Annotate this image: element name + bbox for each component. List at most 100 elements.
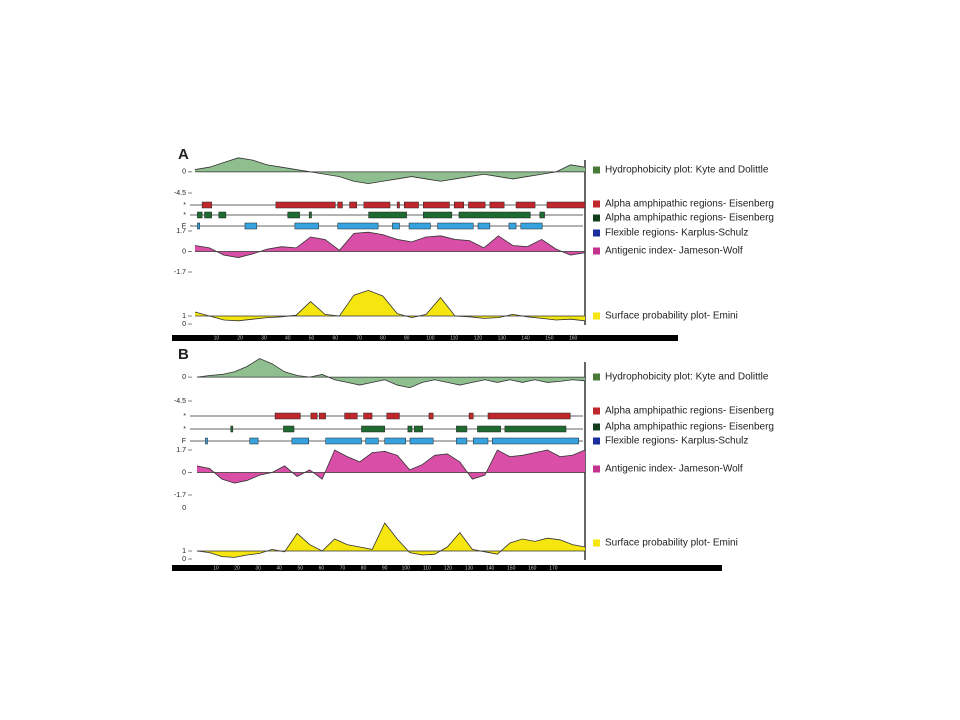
x-tick-label: 80 — [361, 565, 367, 571]
x-tick-label: 170 — [549, 565, 558, 571]
region-segment — [308, 211, 312, 219]
region-segment — [205, 437, 208, 445]
region-segment — [489, 201, 505, 209]
x-tick-label: 40 — [276, 565, 282, 571]
x-tick-label: 140 — [486, 565, 495, 571]
x-tick-label: 60 — [333, 335, 339, 341]
x-tick-label: 150 — [507, 565, 516, 571]
legend-swatch — [593, 312, 600, 320]
profile-fill — [195, 290, 585, 321]
region-segment — [218, 211, 227, 219]
region-segment — [230, 425, 234, 433]
y-tick-label: 1 — [182, 548, 186, 555]
region-segment — [504, 425, 567, 433]
y-tick-label: -1.7 — [174, 269, 186, 276]
legend-label: Hydrophobicity plot: Kyte and Dolittle — [605, 372, 769, 383]
region-segment — [361, 425, 385, 433]
x-tick-label: 40 — [285, 335, 291, 341]
y-tick-label: 0 — [182, 374, 186, 381]
region-segment — [197, 211, 203, 219]
region-segment — [384, 437, 407, 445]
region-segment — [325, 437, 362, 445]
y-tick-label: 1.7 — [176, 447, 186, 454]
region-segment — [337, 201, 343, 209]
region-segment — [404, 201, 419, 209]
region-segment — [249, 437, 259, 445]
region-segment — [491, 437, 579, 445]
x-tick-label: 30 — [255, 565, 261, 571]
x-tick-label: 140 — [521, 335, 530, 341]
x-tick-label: 130 — [465, 565, 474, 571]
y-tick-label: 0 — [182, 469, 186, 476]
legend-label: Alpha amphipathic regions- Eisenberg — [605, 213, 774, 224]
region-segment — [291, 437, 310, 445]
region-segment — [197, 222, 201, 230]
x-tick-label: 30 — [261, 335, 267, 341]
region-segment — [201, 201, 212, 209]
region-segment — [515, 201, 536, 209]
y-tick-label: 0 — [182, 556, 186, 563]
x-tick-label: 160 — [569, 335, 578, 341]
region-segment — [368, 211, 407, 219]
region-segment — [458, 211, 531, 219]
region-segment — [423, 201, 450, 209]
row-label: * — [183, 202, 186, 209]
x-tick-label: 90 — [382, 565, 388, 571]
region-segment — [409, 437, 434, 445]
region-segment — [453, 201, 464, 209]
region-segment — [508, 222, 517, 230]
x-tick-label: 60 — [319, 565, 325, 571]
legend-swatch — [593, 437, 600, 445]
row-label: * — [183, 426, 186, 433]
region-segment — [468, 201, 486, 209]
region-segment — [477, 222, 491, 230]
y-tick-label: 0 — [182, 505, 186, 512]
legend-label: Alpha amphipathic regions- Eisenberg — [605, 406, 774, 417]
legend-label: Surface probability plot- Emini — [605, 311, 738, 322]
region-segment — [363, 201, 391, 209]
region-segment — [392, 222, 400, 230]
profile-fill — [197, 450, 585, 484]
legend-swatch — [593, 166, 600, 174]
y-tick-label: 0 — [182, 248, 186, 255]
x-tick-label: 20 — [234, 565, 240, 571]
legend-label: Antigenic index- Jameson-Wolf — [605, 246, 743, 257]
row-label: F — [182, 438, 186, 445]
row-label: F — [182, 223, 186, 230]
profile-fill — [197, 523, 585, 558]
region-segment — [244, 222, 258, 230]
region-segment — [294, 222, 319, 230]
region-segment — [337, 222, 379, 230]
profile-line — [194, 231, 586, 258]
panel-label: B — [178, 346, 189, 363]
x-tick-label: 50 — [309, 335, 315, 341]
region-segment — [274, 412, 301, 420]
x-tick-label: 10 — [213, 565, 219, 571]
legend-swatch — [593, 373, 600, 381]
region-segment — [413, 425, 423, 433]
region-segment — [423, 211, 453, 219]
profile-fill — [195, 157, 585, 184]
x-tick-label: 70 — [340, 565, 346, 571]
profile-line — [196, 522, 586, 558]
region-segment — [283, 425, 295, 433]
x-tick-label: 160 — [528, 565, 537, 571]
legend-label: Flexible regions- Karplus-Schulz — [605, 436, 748, 447]
x-tick-label: 90 — [404, 335, 410, 341]
x-tick-label: 100 — [402, 565, 411, 571]
legend-swatch — [593, 200, 600, 208]
region-segment — [319, 412, 326, 420]
legend-label: Surface probability plot- Emini — [605, 538, 738, 549]
legend-swatch — [593, 407, 600, 415]
x-tick-label: 70 — [356, 335, 362, 341]
x-tick-label: 120 — [474, 335, 483, 341]
region-segment — [408, 222, 431, 230]
y-tick-label: -4.5 — [174, 398, 186, 405]
x-tick-label: 120 — [444, 565, 453, 571]
y-tick-label: 1 — [182, 313, 186, 320]
region-segment — [349, 201, 357, 209]
profile-line — [196, 449, 586, 484]
x-tick-label: 80 — [380, 335, 386, 341]
row-label: * — [183, 413, 186, 420]
region-segment — [428, 412, 434, 420]
